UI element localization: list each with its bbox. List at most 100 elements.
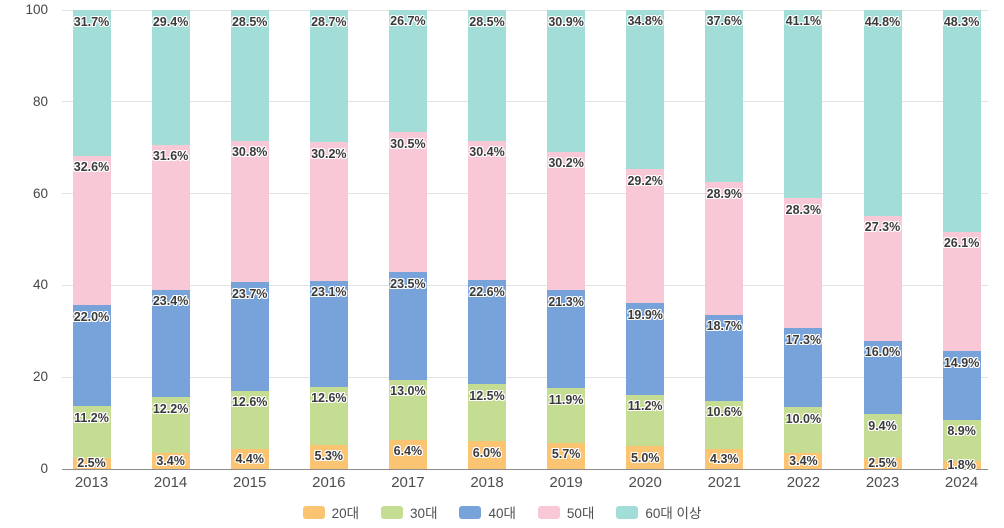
bar-segment[interactable] (72, 155, 111, 306)
bar-segment[interactable] (72, 305, 111, 407)
bar-segment[interactable] (230, 10, 269, 141)
bar-segment[interactable] (547, 290, 586, 389)
bar-segment[interactable] (942, 419, 981, 461)
x-axis-label: 2023 (865, 474, 900, 491)
bar-segment[interactable] (547, 10, 586, 152)
bar-segment[interactable] (626, 303, 665, 395)
x-axis-label: 2018 (470, 474, 504, 491)
bar-segment[interactable] (626, 169, 665, 304)
bar-segment[interactable] (863, 10, 902, 216)
bar-segment[interactable] (468, 140, 506, 281)
gridline (62, 376, 988, 378)
bar-2015[interactable] (230, 0, 269, 469)
bar-2013[interactable] (72, 0, 111, 469)
bar-segment[interactable] (863, 215, 902, 341)
legend-swatch-icon (381, 505, 404, 519)
legend-label: 30대 (410, 506, 438, 521)
legend-item[interactable]: 40대 (459, 502, 516, 522)
bar-segment[interactable] (309, 444, 348, 469)
x-axis-label: 2017 (391, 474, 425, 491)
bar-segment[interactable] (705, 314, 744, 401)
bar-segment[interactable] (626, 446, 665, 469)
legend-swatch-icon (616, 505, 639, 519)
bar-segment[interactable] (72, 406, 111, 458)
bar-segment[interactable] (151, 10, 190, 145)
bar-segment[interactable] (784, 198, 823, 329)
x-axis-label: 2019 (549, 474, 583, 491)
bar-segment[interactable] (468, 280, 506, 385)
bar-segment[interactable] (626, 394, 665, 447)
bar-segment[interactable] (942, 460, 981, 469)
bar-segment[interactable] (309, 386, 348, 445)
bar-segment[interactable] (230, 140, 269, 283)
bar-segment[interactable] (784, 328, 823, 408)
y-axis-tick-label: 40 (32, 277, 48, 293)
gridline (62, 193, 988, 195)
bar-segment[interactable] (705, 182, 744, 315)
bar-2016[interactable] (309, 0, 348, 469)
bar-segment[interactable] (863, 340, 902, 415)
bar-segment[interactable] (388, 272, 427, 380)
bar-segment[interactable] (230, 448, 269, 469)
bar-segment[interactable] (942, 10, 981, 232)
bar-segment[interactable] (784, 453, 823, 469)
bar-segment[interactable] (705, 9, 744, 183)
x-axis-label: 2013 (74, 474, 109, 491)
bar-2018[interactable] (468, 0, 506, 469)
legend-label: 40대 (488, 506, 516, 521)
y-axis-tick-label: 20 (32, 369, 48, 385)
bar-segment[interactable] (388, 439, 427, 469)
bar-segment[interactable] (942, 351, 981, 420)
bar-2014[interactable] (151, 0, 190, 469)
bar-segment[interactable] (626, 9, 665, 170)
bar-segment[interactable] (942, 231, 981, 352)
x-axis-label: 2021 (707, 474, 741, 491)
bar-segment[interactable] (468, 10, 506, 141)
legend-item[interactable]: 60대 이상 (616, 502, 701, 522)
bar-segment[interactable] (547, 442, 586, 469)
bar-segment[interactable] (151, 397, 190, 454)
bar-segment[interactable] (230, 282, 269, 391)
bar-segment[interactable] (705, 449, 744, 469)
bar-segment[interactable] (547, 151, 586, 291)
bar-segment[interactable] (309, 10, 348, 143)
bar-segment[interactable] (230, 390, 269, 449)
bar-segment[interactable] (388, 9, 427, 133)
bar-segment[interactable] (705, 400, 744, 450)
y-axis-tick-label: 80 (32, 93, 48, 109)
bar-segment[interactable] (388, 379, 427, 440)
x-axis-label: 2016 (312, 474, 346, 491)
bar-2022[interactable] (784, 0, 823, 469)
bar-2021[interactable] (705, 0, 744, 469)
bar-segment[interactable] (388, 132, 427, 273)
legend-label: 50대 (566, 506, 595, 521)
bar-2017[interactable] (388, 0, 427, 469)
bar-segment[interactable] (72, 10, 111, 156)
bar-segment[interactable] (863, 414, 902, 458)
bar-segment[interactable] (72, 457, 111, 469)
bar-segment[interactable] (863, 457, 902, 469)
bar-2024[interactable] (942, 0, 981, 469)
bar-segment[interactable] (468, 384, 506, 442)
legend-item[interactable]: 20대 (302, 502, 359, 522)
bar-2020[interactable] (626, 0, 665, 469)
bar-segment[interactable] (309, 142, 348, 281)
legend-swatch-icon (459, 505, 482, 519)
bar-segment[interactable] (468, 441, 506, 469)
bar-2023[interactable] (863, 0, 902, 469)
bar-segment[interactable] (151, 289, 190, 398)
y-axis-tick-label: 60 (32, 185, 48, 201)
bar-segment[interactable] (547, 388, 586, 443)
x-axis-label: 2020 (628, 474, 662, 491)
legend-item[interactable]: 50대 (537, 502, 595, 522)
legend-label: 60대 이상 (645, 506, 702, 521)
bar-segment[interactable] (309, 280, 348, 387)
legend-swatch-icon (537, 505, 560, 519)
bar-segment[interactable] (151, 144, 190, 290)
bar-segment[interactable] (784, 9, 823, 199)
bar-2019[interactable] (547, 0, 586, 469)
bar-segment[interactable] (151, 453, 190, 469)
legend-item[interactable]: 30대 (381, 502, 437, 522)
bar-segment[interactable] (784, 407, 823, 454)
